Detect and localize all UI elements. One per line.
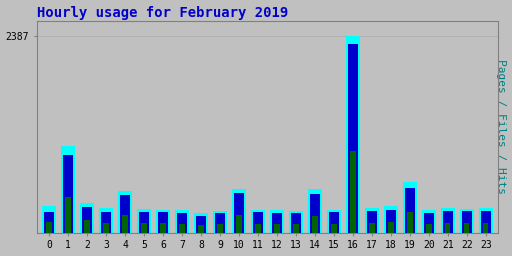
- Bar: [80, 203, 94, 233]
- Bar: [348, 44, 358, 233]
- Bar: [177, 213, 187, 233]
- Bar: [232, 189, 246, 233]
- Bar: [158, 212, 168, 233]
- Bar: [481, 211, 491, 233]
- Y-axis label: Pages / Files / Hits: Pages / Files / Hits: [497, 59, 506, 194]
- Bar: [101, 212, 111, 233]
- Bar: [82, 207, 92, 233]
- Bar: [272, 213, 282, 233]
- Bar: [66, 197, 71, 233]
- Bar: [179, 224, 185, 233]
- Bar: [464, 223, 470, 233]
- Bar: [404, 188, 415, 233]
- Bar: [42, 207, 56, 233]
- Bar: [103, 222, 109, 233]
- Bar: [443, 211, 453, 233]
- Bar: [46, 222, 52, 233]
- Bar: [236, 215, 242, 233]
- Bar: [407, 212, 413, 233]
- Bar: [426, 224, 432, 233]
- Bar: [289, 211, 303, 233]
- Bar: [403, 182, 417, 233]
- Bar: [234, 193, 244, 233]
- Bar: [215, 213, 225, 233]
- Bar: [327, 210, 341, 233]
- Bar: [346, 36, 360, 233]
- Bar: [141, 223, 146, 233]
- Bar: [139, 212, 149, 233]
- Bar: [329, 212, 339, 233]
- Bar: [253, 212, 263, 233]
- Bar: [422, 210, 436, 233]
- Bar: [383, 207, 398, 233]
- Bar: [291, 213, 301, 233]
- Bar: [120, 195, 130, 233]
- Bar: [122, 215, 127, 233]
- Bar: [445, 223, 451, 233]
- Bar: [441, 208, 455, 233]
- Bar: [293, 224, 298, 233]
- Bar: [312, 216, 317, 233]
- Bar: [99, 208, 113, 233]
- Bar: [198, 225, 204, 233]
- Bar: [479, 208, 493, 233]
- Bar: [462, 211, 472, 233]
- Bar: [423, 213, 434, 233]
- Bar: [331, 224, 336, 233]
- Bar: [44, 212, 54, 233]
- Bar: [388, 222, 394, 233]
- Bar: [156, 210, 170, 233]
- Text: Hourly usage for February 2019: Hourly usage for February 2019: [37, 6, 288, 19]
- Bar: [350, 151, 355, 233]
- Bar: [365, 208, 379, 233]
- Bar: [63, 155, 73, 233]
- Bar: [118, 191, 132, 233]
- Bar: [367, 211, 377, 233]
- Bar: [137, 209, 151, 233]
- Bar: [369, 223, 375, 233]
- Bar: [270, 210, 284, 233]
- Bar: [175, 210, 189, 233]
- Bar: [213, 211, 227, 233]
- Bar: [194, 214, 208, 233]
- Bar: [386, 210, 396, 233]
- Bar: [61, 146, 75, 233]
- Bar: [196, 216, 206, 233]
- Bar: [310, 194, 320, 233]
- Bar: [460, 209, 474, 233]
- Bar: [217, 224, 223, 233]
- Bar: [160, 223, 166, 233]
- Bar: [251, 210, 265, 233]
- Bar: [308, 189, 322, 233]
- Bar: [274, 224, 280, 233]
- Bar: [255, 224, 261, 233]
- Bar: [84, 220, 90, 233]
- Bar: [483, 223, 488, 233]
